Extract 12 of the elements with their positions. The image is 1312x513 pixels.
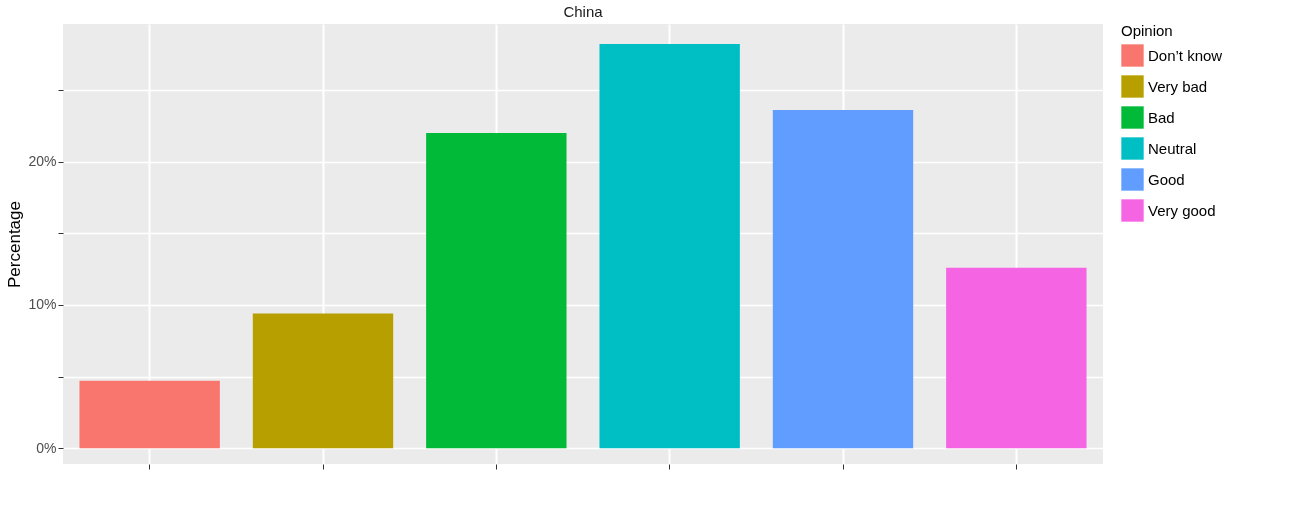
legend-title: Opinion (1121, 22, 1173, 39)
legend-label: Good (1148, 170, 1185, 188)
legend-label: Bad (1148, 108, 1175, 126)
legend-label: Very bad (1148, 77, 1208, 95)
chart-title: China (563, 3, 604, 20)
legend-label: Don’t know (1148, 46, 1223, 64)
legend-label: Very good (1148, 201, 1216, 219)
y-tick-label: 0% (36, 439, 57, 456)
y-axis-title: Percentage (5, 201, 25, 288)
y-tick-label: 10% (28, 296, 57, 313)
legend-label: Neutral (1148, 139, 1197, 157)
y-tick-label: 20% (28, 153, 57, 170)
